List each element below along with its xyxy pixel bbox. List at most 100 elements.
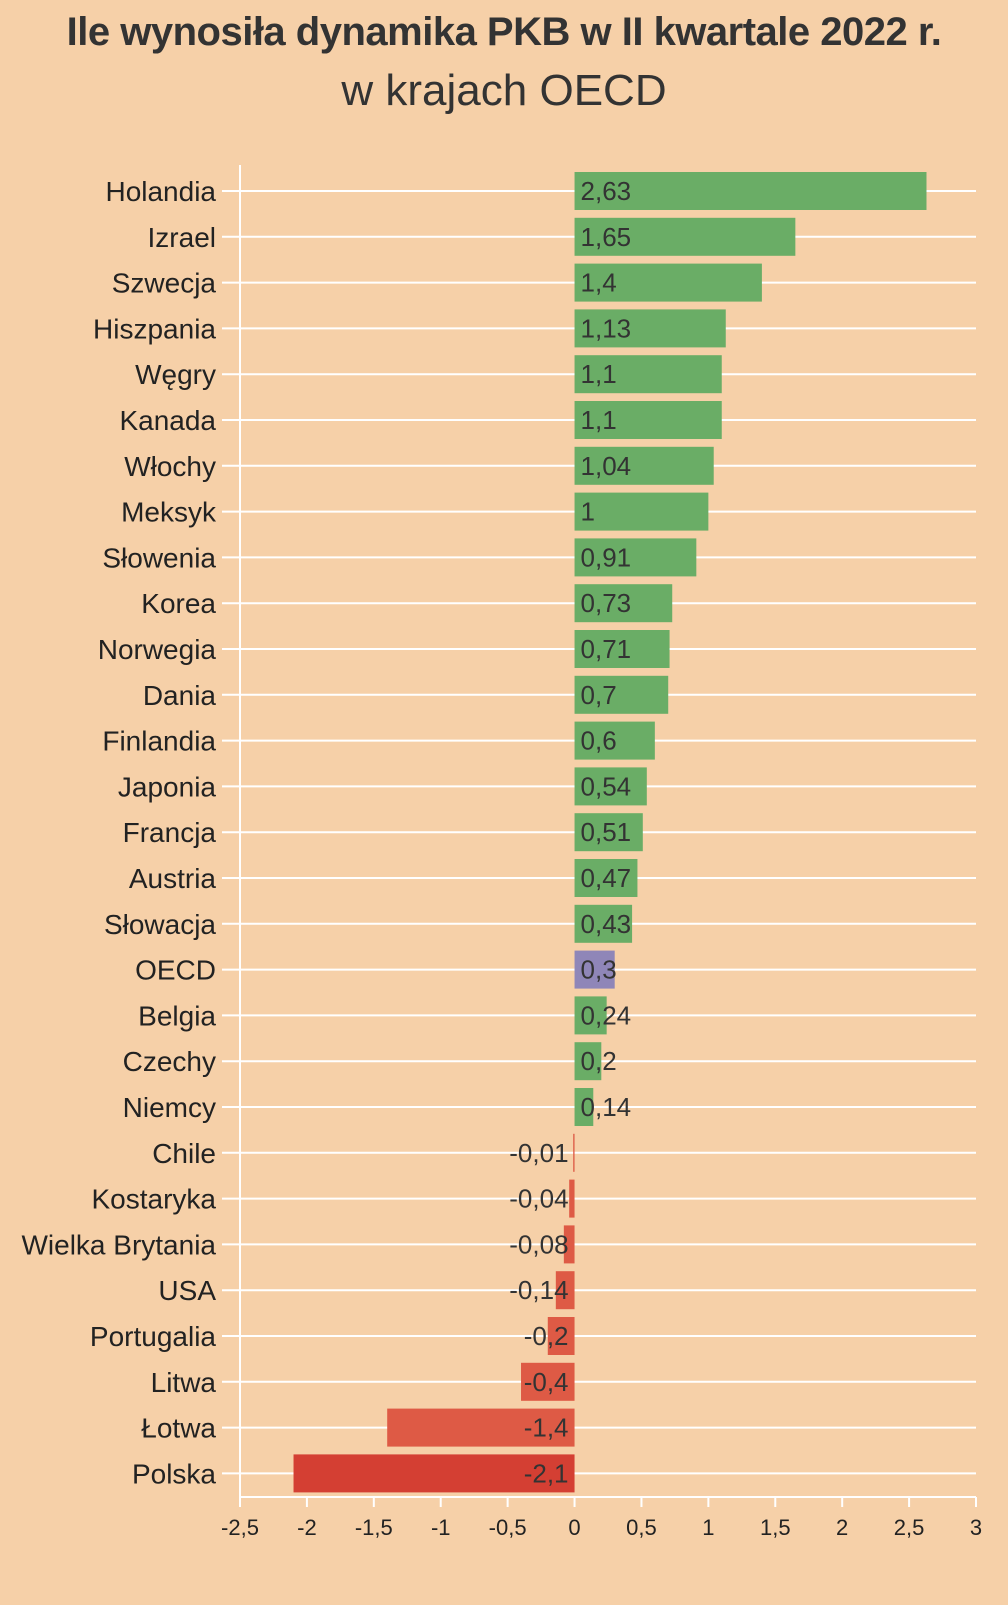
value-label: 0,71 [581, 634, 632, 664]
value-label: 1 [581, 497, 595, 527]
bar [569, 1179, 575, 1218]
category-label: OECD [135, 955, 216, 986]
bar [574, 309, 726, 348]
x-tick-label: -2 [297, 1515, 317, 1540]
bar [574, 996, 607, 1035]
value-label: 0,3 [581, 955, 617, 985]
category-label: Kostaryka [92, 1184, 217, 1215]
x-tick-label: 1,5 [760, 1515, 791, 1540]
category-label: Austria [129, 863, 217, 894]
bar [574, 950, 615, 989]
bar [574, 767, 647, 806]
category-label: Holandia [105, 176, 216, 207]
category-label: Francja [123, 817, 217, 848]
category-label: Japonia [118, 771, 217, 802]
value-label: 0,7 [581, 680, 617, 710]
bar [574, 172, 927, 210]
category-label: Szwecja [112, 268, 217, 299]
x-tick-label: 2 [836, 1515, 848, 1540]
category-label: Korea [141, 588, 216, 619]
bar [574, 630, 670, 668]
chart-subtitle: w krajach OECD [341, 66, 667, 115]
category-label: USA [158, 1275, 216, 1306]
category-label: Słowacja [104, 909, 216, 940]
value-label: 0,91 [581, 542, 632, 572]
x-tick-label: -0,5 [489, 1515, 527, 1540]
value-label: -1,4 [524, 1413, 569, 1443]
value-label: 0,6 [581, 726, 617, 756]
value-label: 1,4 [581, 268, 617, 298]
x-axis: -2,5 -2 -1,5 -1 -0,5 0 0,5 1 1,5 2 2,5 3 [221, 1496, 982, 1540]
bar [387, 1408, 575, 1447]
category-label: Chile [152, 1138, 216, 1169]
category-label: Izrael [148, 222, 216, 253]
category-label: Meksyk [121, 497, 217, 528]
bar [521, 1362, 575, 1401]
bar [574, 538, 697, 577]
category-label: Dania [143, 680, 217, 711]
value-label: -0,04 [509, 1184, 568, 1214]
value-label: 1,13 [581, 313, 632, 343]
value-label: 0,54 [581, 771, 632, 801]
bar [574, 584, 673, 623]
value-labels: 2,63 1,65 1,4 1,13 1,1 1,1 1,04 1 0,91 0,73 0,71 0,… [509, 176, 631, 1488]
value-label: 0,47 [581, 863, 632, 893]
value-label: 1,1 [581, 405, 617, 435]
bar [293, 1454, 575, 1493]
bar [574, 1088, 594, 1126]
x-tick-label: 1 [702, 1515, 714, 1540]
category-label: Belgia [138, 1000, 216, 1031]
category-label: Polska [132, 1458, 216, 1489]
category-label: Niemcy [123, 1092, 216, 1123]
x-tick-label: 0,5 [626, 1515, 657, 1540]
category-label: Łotwa [141, 1413, 216, 1444]
category-label: Portugalia [90, 1321, 217, 1352]
value-label: -0,4 [524, 1367, 569, 1397]
bars [293, 172, 927, 1493]
value-label: -0,08 [509, 1229, 568, 1259]
category-label: Węgry [135, 359, 216, 390]
category-label: Hiszpania [93, 313, 216, 344]
bar [574, 263, 762, 302]
value-label: 0,2 [581, 1046, 617, 1076]
value-label: 0,51 [581, 817, 632, 847]
value-label: -0,14 [509, 1275, 568, 1305]
bar [574, 401, 722, 439]
category-label: Finlandia [102, 726, 216, 757]
category-label: Włochy [124, 451, 216, 482]
bar [574, 904, 633, 943]
chart-title: Ile wynosiła dynamika PKB w II kwartale … [66, 10, 942, 54]
bar [574, 813, 643, 852]
category-label: Wielka Brytania [21, 1229, 216, 1260]
value-label: 0,43 [581, 909, 632, 939]
bar [574, 217, 796, 256]
bar [574, 721, 655, 760]
x-tick-label: 2,5 [894, 1515, 925, 1540]
value-label: 0,73 [581, 588, 632, 618]
value-label: 1,1 [581, 359, 617, 389]
value-label: 0,24 [581, 1000, 632, 1030]
value-label: -2,1 [524, 1458, 569, 1488]
bar [574, 446, 714, 485]
category-label: Kanada [119, 405, 216, 436]
category-label: Norwegia [98, 634, 217, 665]
x-tick-label: -2,5 [221, 1515, 259, 1540]
x-tick-label: -1 [431, 1515, 451, 1540]
category-label: Słowenia [102, 542, 216, 573]
value-label: 1,04 [581, 451, 632, 481]
bar [574, 1042, 602, 1081]
bar [574, 675, 669, 714]
bar [563, 1225, 575, 1264]
bar [574, 492, 709, 531]
category-labels: Holandia Izrael Szwecja Hiszpania Węgry Kanad… [21, 176, 217, 1489]
bar [555, 1271, 575, 1310]
value-label: 1,65 [581, 222, 632, 252]
value-label: 2,63 [581, 176, 632, 206]
x-tick-label: 3 [970, 1515, 982, 1540]
value-label: -0,01 [509, 1138, 568, 1168]
value-label: 0,14 [581, 1092, 632, 1122]
x-tick-label: 0 [568, 1515, 580, 1540]
bar [574, 859, 638, 897]
bar [574, 355, 722, 394]
